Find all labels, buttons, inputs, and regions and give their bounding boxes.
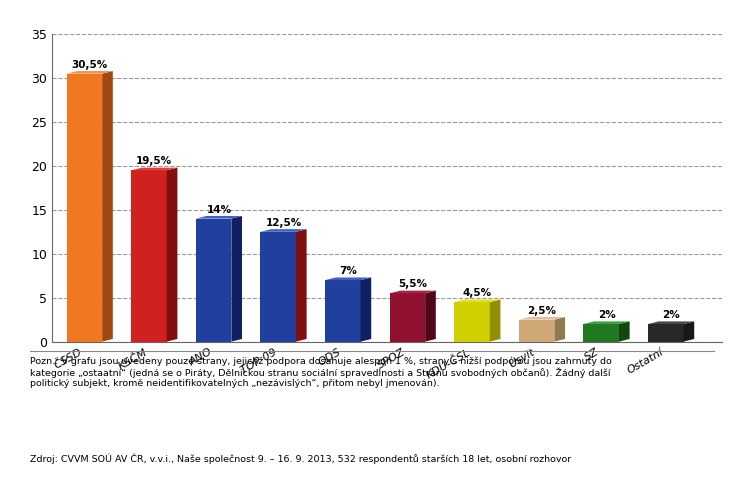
- Polygon shape: [196, 219, 231, 342]
- Text: Zdroj: CVVM SOÚ AV ČR, v.v.i., Naše společnost 9. – 16. 9. 2013, 532 respondentů: Zdroj: CVVM SOÚ AV ČR, v.v.i., Naše spol…: [30, 454, 571, 465]
- Text: 30,5%: 30,5%: [71, 60, 108, 70]
- Polygon shape: [684, 322, 694, 342]
- Polygon shape: [455, 300, 501, 302]
- Polygon shape: [648, 322, 694, 324]
- Polygon shape: [619, 322, 629, 342]
- Polygon shape: [67, 71, 113, 74]
- Polygon shape: [390, 291, 436, 293]
- Text: 12,5%: 12,5%: [266, 218, 301, 228]
- Text: 19,5%: 19,5%: [136, 156, 173, 166]
- Polygon shape: [260, 232, 296, 342]
- Polygon shape: [554, 317, 565, 342]
- Polygon shape: [167, 168, 177, 342]
- Polygon shape: [425, 291, 436, 342]
- Text: 4,5%: 4,5%: [463, 288, 492, 298]
- Polygon shape: [196, 216, 242, 219]
- Polygon shape: [260, 229, 307, 232]
- Polygon shape: [455, 302, 490, 342]
- Polygon shape: [490, 300, 501, 342]
- Polygon shape: [390, 293, 425, 342]
- Text: 2,5%: 2,5%: [527, 305, 557, 316]
- Polygon shape: [648, 324, 684, 342]
- Text: 2%: 2%: [662, 310, 680, 320]
- Polygon shape: [361, 278, 371, 342]
- Polygon shape: [296, 229, 307, 342]
- Polygon shape: [519, 317, 565, 320]
- Polygon shape: [325, 280, 361, 342]
- Text: 2%: 2%: [597, 310, 615, 320]
- Polygon shape: [102, 71, 113, 342]
- Polygon shape: [131, 170, 167, 342]
- Polygon shape: [519, 320, 554, 342]
- Polygon shape: [67, 74, 102, 342]
- Polygon shape: [583, 322, 629, 324]
- Polygon shape: [583, 324, 619, 342]
- Polygon shape: [325, 278, 371, 280]
- Text: 5,5%: 5,5%: [398, 279, 427, 289]
- Polygon shape: [131, 168, 177, 170]
- Text: Pozn.: V grafu jsou uvedeny pouze strany, jejichž podpora dosahuje alespoň 1 %, : Pozn.: V grafu jsou uvedeny pouze strany…: [30, 356, 612, 388]
- Polygon shape: [231, 216, 242, 342]
- Text: 7%: 7%: [339, 266, 357, 276]
- Text: 14%: 14%: [206, 204, 231, 215]
